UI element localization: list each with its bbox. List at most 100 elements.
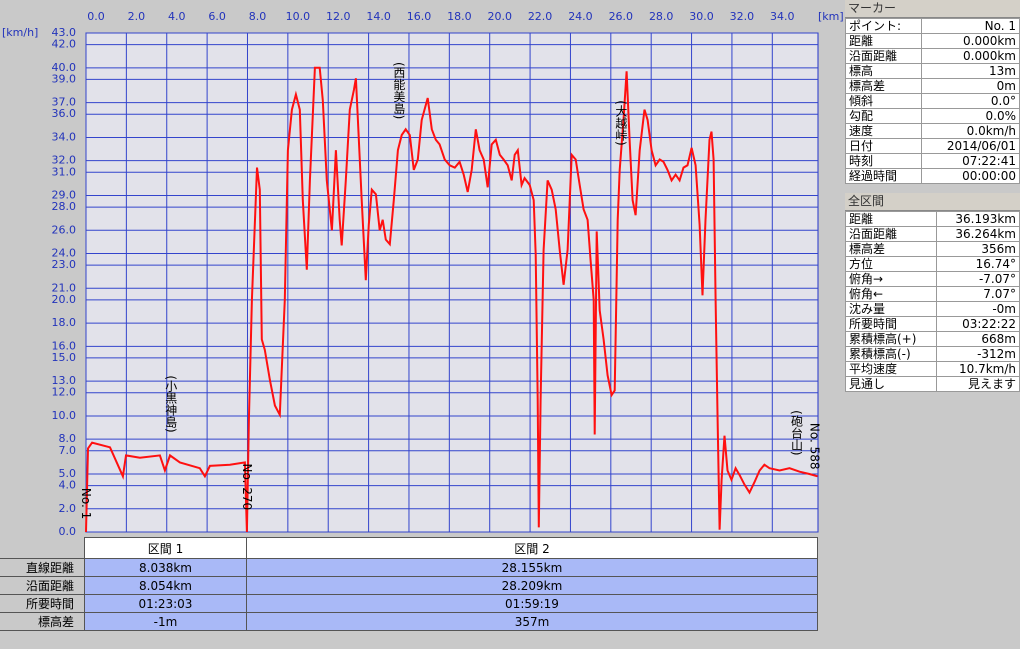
y-tick-label: 24.0 bbox=[52, 246, 77, 259]
annotation: (大越峠) bbox=[614, 100, 628, 145]
panel-row: 距離 0.000km bbox=[845, 33, 1020, 49]
segment-row: 沿面距離 8.054km 28.209km bbox=[0, 576, 818, 595]
panel-row: 沿面距離 36.264km bbox=[844, 226, 1020, 242]
segment-value: 01:59:19 bbox=[246, 594, 818, 613]
panel-label: 沈み量 bbox=[844, 301, 938, 317]
panel-label: 方位 bbox=[844, 256, 938, 272]
y-tick-label: 8.0 bbox=[59, 432, 77, 445]
y-tick-label: 39.0 bbox=[52, 72, 77, 85]
panel-value: -7.07° bbox=[936, 271, 1020, 287]
panel-label: ポイント: bbox=[845, 18, 922, 34]
annotation: No. 1 bbox=[79, 488, 93, 519]
y-tick-label: 10.0 bbox=[52, 409, 77, 422]
panel-value: 356m bbox=[936, 241, 1020, 257]
corner bbox=[0, 537, 85, 559]
y-tick-label: 18.0 bbox=[52, 316, 77, 329]
panel-row: 標高 13m bbox=[845, 63, 1020, 79]
panel-value: 0.000km bbox=[920, 33, 1020, 49]
panel-row: 見通し 見えます bbox=[844, 376, 1020, 392]
y-tick-label: 20.0 bbox=[52, 293, 77, 306]
panel-value: 2014/06/01 bbox=[920, 138, 1020, 154]
panel-label: 標高 bbox=[845, 63, 922, 79]
panel-title: マーカー bbox=[845, 0, 1020, 18]
panel-label: 距離 bbox=[844, 211, 938, 227]
y-tick-label: 36.0 bbox=[52, 107, 77, 120]
panel-row: 俯角← 7.07° bbox=[844, 286, 1020, 302]
panel-value: 0m bbox=[920, 78, 1020, 94]
y-tick-label: 15.0 bbox=[52, 351, 77, 364]
segment-header: 区間 1 bbox=[84, 537, 247, 559]
panel-value: 7.07° bbox=[936, 286, 1020, 302]
x-tick-label: 20.0 bbox=[487, 10, 512, 23]
panel-row: 沿面距離 0.000km bbox=[845, 48, 1020, 64]
segment-value: 8.054km bbox=[84, 576, 247, 595]
y-tick-label: 13.0 bbox=[52, 374, 77, 387]
y-tick-label: 16.0 bbox=[52, 339, 77, 352]
panel-value: 03:22:22 bbox=[936, 316, 1020, 332]
panel-label: 勾配 bbox=[845, 108, 922, 124]
panel-label: 累積標高(-) bbox=[844, 346, 938, 362]
x-tick-label: 34.0 bbox=[770, 10, 795, 23]
panel-value: -0m bbox=[936, 301, 1020, 317]
panel-row: 累積標高(-) -312m bbox=[844, 346, 1020, 362]
x-tick-label: 2.0 bbox=[128, 10, 146, 23]
x-axis-label: [km] bbox=[818, 10, 844, 23]
panel-label: 日付 bbox=[845, 138, 922, 154]
panel-label: 見通し bbox=[844, 376, 938, 392]
x-tick-label: 24.0 bbox=[568, 10, 593, 23]
panel-title: 全区間 bbox=[845, 193, 1020, 211]
row-label: 直線距離 bbox=[0, 558, 85, 577]
panel-value: 見えます bbox=[936, 376, 1020, 392]
panel-value: 0.0km/h bbox=[920, 123, 1020, 139]
y-tick-label: 37.0 bbox=[52, 96, 77, 109]
row-label: 所要時間 bbox=[0, 594, 85, 613]
x-tick-label: 30.0 bbox=[689, 10, 714, 23]
y-tick-label: 43.0 bbox=[52, 26, 77, 39]
panel-value: 0.000km bbox=[920, 48, 1020, 64]
panel-label: 沿面距離 bbox=[845, 48, 922, 64]
y-tick-label: 2.0 bbox=[59, 502, 77, 515]
annotation: No. 270 bbox=[240, 464, 254, 511]
segment-value: 28.209km bbox=[246, 576, 818, 595]
x-tick-label: 12.0 bbox=[326, 10, 351, 23]
marker-table: ポイント: No. 1 距離 0.000km 沿面距離 0.000km 標高 13m 標高差 0m… bbox=[845, 18, 1020, 184]
panel-row: 沈み量 -0m bbox=[844, 301, 1020, 317]
x-tick-label: 32.0 bbox=[730, 10, 755, 23]
segment-value: 28.155km bbox=[246, 558, 818, 577]
y-tick-label: 26.0 bbox=[52, 223, 77, 236]
panel-row: 俯角→ -7.07° bbox=[844, 271, 1020, 287]
segment-value: 8.038km bbox=[84, 558, 247, 577]
x-tick-label: 18.0 bbox=[447, 10, 472, 23]
panel-value: 36.193km bbox=[936, 211, 1020, 227]
marker-panel: マーカー ポイント: No. 1 距離 0.000km 沿面距離 0.000km 標高 13m… bbox=[845, 0, 1020, 184]
annotation: (砲台山) bbox=[790, 410, 804, 455]
y-tick-label: 0.0 bbox=[59, 525, 77, 538]
chart: [km/h] [km] 0.02.04.05.07.08.010.012.013… bbox=[2, 10, 844, 538]
y-tick-label: 21.0 bbox=[52, 281, 77, 294]
segment-table: 区間 1 区間 2 直線距離 8.038km 28.155km 沿面距離 8.054km 28… bbox=[0, 537, 818, 631]
x-tick-label: 0.0 bbox=[87, 10, 105, 23]
panel-row: 方位 16.74° bbox=[844, 256, 1020, 272]
x-tick-label: 16.0 bbox=[407, 10, 432, 23]
panel-label: 累積標高(+) bbox=[844, 331, 938, 347]
total-table: 距離 36.193km 沿面距離 36.264km 標高差 356m 方位 16.74° 俯角→… bbox=[844, 211, 1020, 392]
panel-row: 累積標高(+) 668m bbox=[844, 331, 1020, 347]
annotation: (西能美島) bbox=[392, 62, 406, 119]
panel-label: 俯角← bbox=[844, 286, 938, 302]
x-tick-label: 10.0 bbox=[286, 10, 311, 23]
y-tick-label: 5.0 bbox=[59, 467, 77, 480]
speed-line bbox=[85, 66, 818, 533]
panel-label: 距離 bbox=[845, 33, 922, 49]
y-tick-label: 12.0 bbox=[52, 386, 77, 399]
segment-value: -1m bbox=[84, 612, 247, 631]
segment-row: 標高差 -1m 357m bbox=[0, 612, 818, 631]
panel-row: 所要時間 03:22:22 bbox=[844, 316, 1020, 332]
panel-row: 傾斜 0.0° bbox=[845, 93, 1020, 109]
panel-label: 速度 bbox=[845, 123, 922, 139]
panel-label: 俯角→ bbox=[844, 271, 938, 287]
row-label: 標高差 bbox=[0, 612, 85, 631]
x-tick-label: 14.0 bbox=[366, 10, 391, 23]
panel-value: 00:00:00 bbox=[920, 168, 1020, 184]
y-axis-label: [km/h] bbox=[2, 26, 38, 39]
row-label: 沿面距離 bbox=[0, 576, 85, 595]
